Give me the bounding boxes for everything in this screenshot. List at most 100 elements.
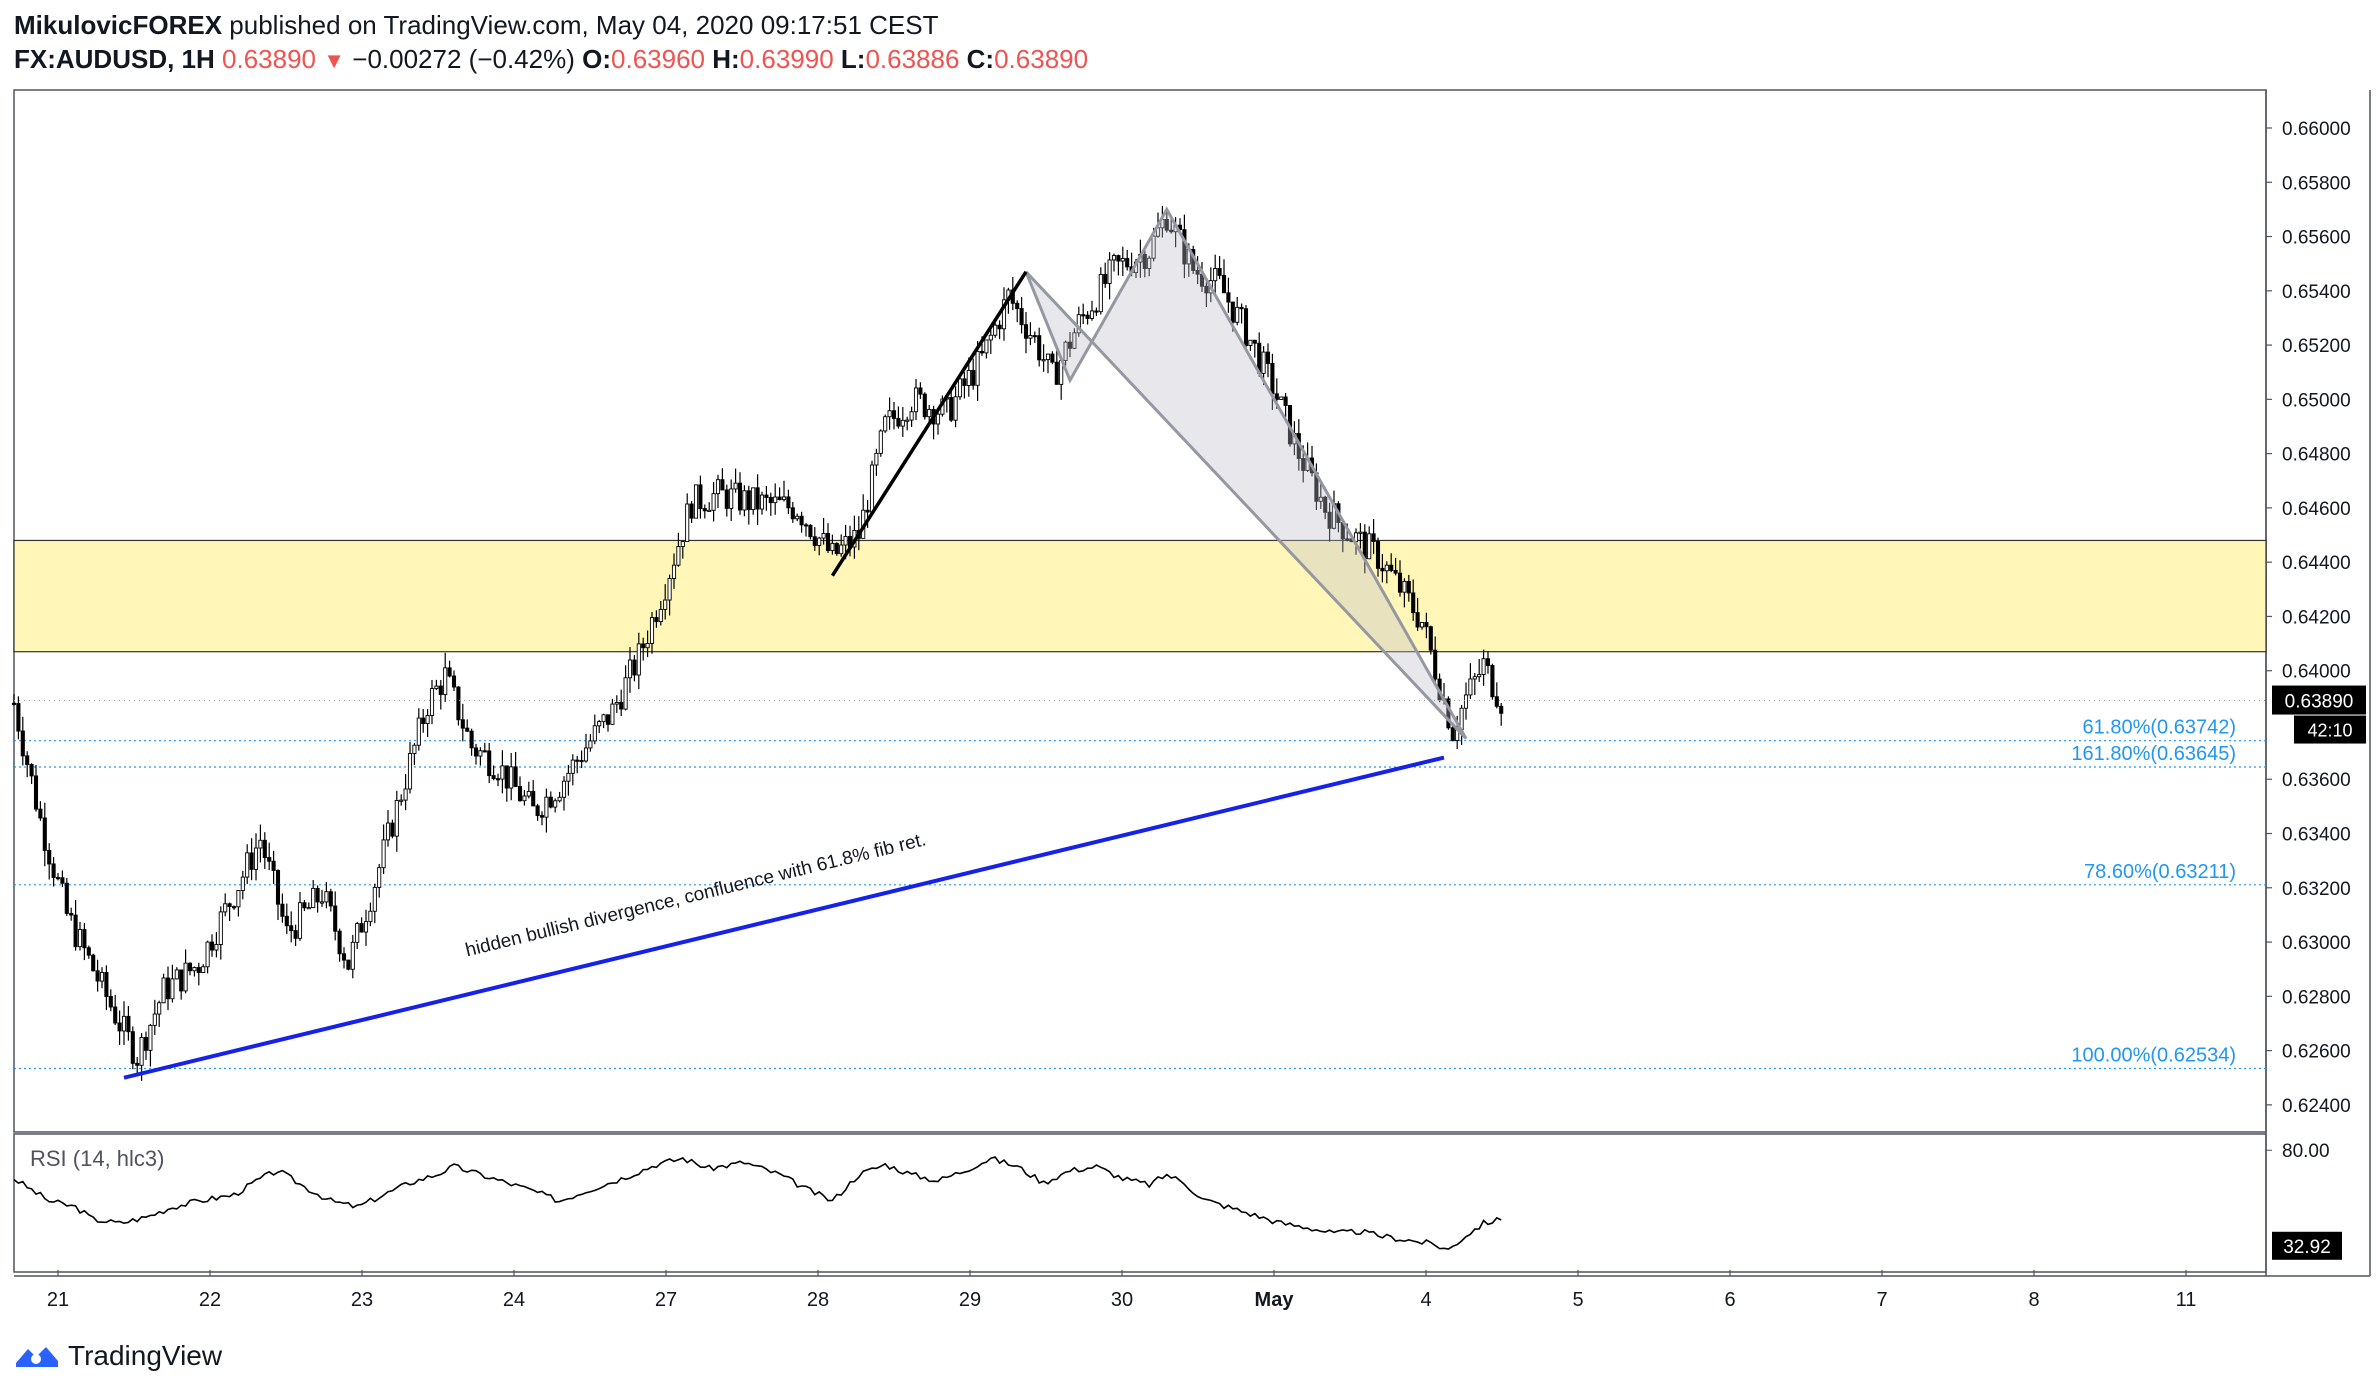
candle bbox=[883, 414, 888, 433]
candle bbox=[557, 791, 562, 803]
price-tick-label: 0.62400 bbox=[2282, 1096, 2351, 1117]
candle bbox=[495, 773, 501, 787]
candle-body bbox=[843, 536, 848, 546]
candle-body bbox=[632, 659, 637, 676]
candle bbox=[148, 1023, 153, 1067]
price-tick-label: 0.64600 bbox=[2282, 499, 2351, 520]
candle bbox=[1389, 553, 1394, 573]
candle bbox=[1041, 344, 1046, 372]
candle-body bbox=[830, 542, 835, 552]
candle bbox=[187, 962, 193, 976]
candle bbox=[51, 857, 56, 887]
x-tick-label: May bbox=[1255, 1289, 1295, 1311]
candle-body bbox=[913, 387, 919, 413]
candle bbox=[535, 803, 540, 821]
candle bbox=[931, 405, 936, 440]
candle bbox=[905, 416, 910, 431]
candle-body bbox=[416, 717, 421, 746]
tradingview-logo[interactable]: TradingView bbox=[14, 1340, 222, 1372]
x-tick-label: 29 bbox=[959, 1289, 981, 1311]
candle-body bbox=[1050, 353, 1055, 363]
candle bbox=[1380, 554, 1385, 583]
candle bbox=[108, 989, 113, 1012]
candle-body bbox=[456, 686, 461, 721]
candle bbox=[988, 329, 993, 354]
rsi-line bbox=[13, 1156, 1502, 1250]
candle bbox=[1446, 696, 1451, 730]
candle-body bbox=[25, 755, 30, 765]
candle-body bbox=[645, 643, 650, 649]
candle-body bbox=[1450, 727, 1455, 741]
candle-body bbox=[504, 765, 509, 789]
candle-body bbox=[377, 867, 382, 888]
candle bbox=[377, 863, 382, 898]
candle bbox=[473, 743, 479, 765]
author-name[interactable]: MikulovicFOREX bbox=[14, 10, 223, 40]
candle bbox=[227, 902, 232, 921]
candle bbox=[262, 832, 267, 869]
candle bbox=[179, 969, 184, 1000]
candle-body bbox=[438, 685, 443, 696]
candle bbox=[610, 698, 615, 725]
candle bbox=[1406, 574, 1411, 602]
candle bbox=[25, 751, 30, 778]
candle bbox=[909, 406, 914, 428]
candle-body bbox=[1195, 269, 1200, 275]
candle bbox=[152, 999, 157, 1035]
candle bbox=[451, 670, 457, 692]
symbol-label[interactable]: FX:AUDUSD, 1H bbox=[14, 44, 215, 74]
candle-body bbox=[962, 378, 967, 386]
candle bbox=[526, 781, 531, 799]
candle bbox=[183, 949, 188, 994]
candle-body bbox=[1120, 258, 1125, 262]
candle-body bbox=[148, 1024, 153, 1051]
candle bbox=[319, 889, 325, 907]
candle-body bbox=[1023, 324, 1029, 339]
candle bbox=[324, 881, 329, 909]
candle-body bbox=[561, 780, 567, 798]
candle bbox=[619, 689, 624, 717]
candle bbox=[808, 524, 813, 540]
price-tick-label: 0.65400 bbox=[2282, 282, 2351, 303]
candle-body bbox=[381, 839, 386, 869]
candle-body bbox=[1045, 353, 1051, 361]
candle bbox=[957, 376, 963, 400]
candle bbox=[729, 479, 734, 521]
candle-body bbox=[1411, 592, 1416, 614]
candle-body bbox=[231, 906, 237, 909]
candle-body bbox=[971, 369, 976, 386]
candle bbox=[337, 928, 342, 962]
publish-info: MikulovicFOREX published on TradingView.… bbox=[14, 8, 1414, 42]
candle bbox=[1045, 353, 1051, 374]
candle-body bbox=[333, 905, 338, 932]
candle-body bbox=[570, 759, 575, 774]
candle-body bbox=[482, 750, 487, 753]
candle-body bbox=[927, 408, 932, 418]
candle-body bbox=[997, 324, 1002, 330]
candle bbox=[1494, 682, 1499, 709]
candle-body bbox=[69, 912, 74, 916]
candle bbox=[658, 600, 663, 626]
candle-body bbox=[988, 334, 993, 341]
x-tick-label: 30 bbox=[1111, 1289, 1133, 1311]
candle bbox=[38, 801, 43, 821]
close-value: 0.63890 bbox=[994, 44, 1089, 74]
candle bbox=[1001, 287, 1007, 341]
candle-body bbox=[693, 484, 699, 519]
candle-body bbox=[324, 891, 329, 903]
candle bbox=[1067, 332, 1073, 358]
candle-body bbox=[957, 378, 963, 398]
candle-body bbox=[539, 815, 545, 818]
candle-body bbox=[517, 786, 523, 802]
candle bbox=[218, 906, 223, 960]
candle-body bbox=[319, 901, 325, 904]
candle-body bbox=[1019, 308, 1024, 326]
candle bbox=[104, 965, 109, 1011]
candle bbox=[1063, 340, 1068, 366]
candle-body bbox=[764, 494, 769, 498]
candle-body bbox=[1116, 255, 1121, 262]
candle-body bbox=[1463, 694, 1469, 709]
candle-body bbox=[236, 890, 241, 908]
rsi-value-tag bbox=[2272, 1231, 2342, 1260]
